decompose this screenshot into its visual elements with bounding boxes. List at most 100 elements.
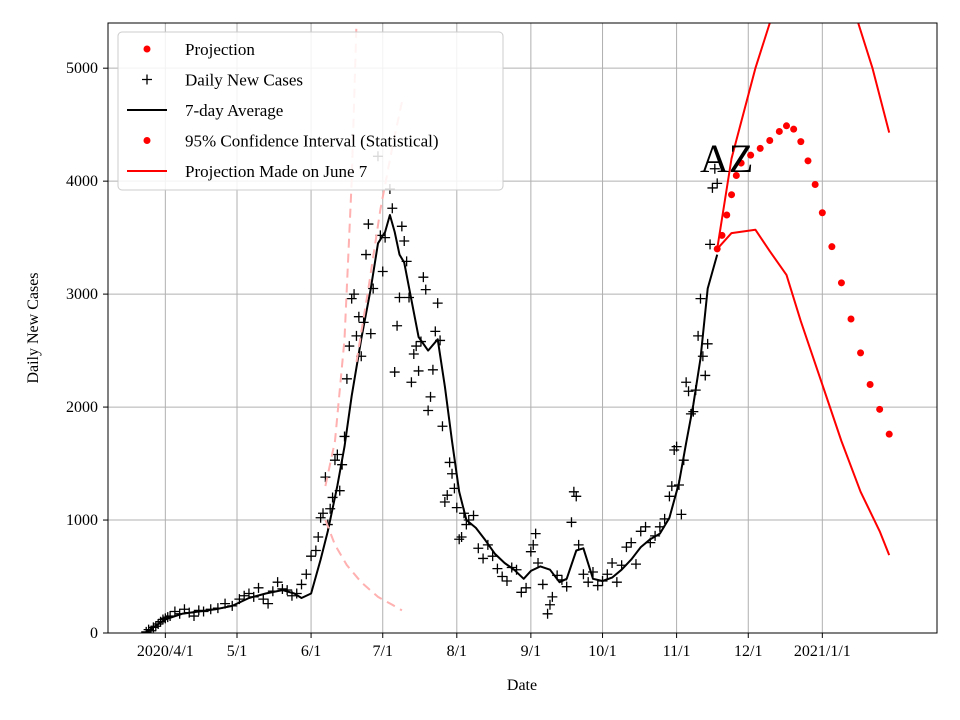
daily-case-point <box>709 163 720 174</box>
daily-case-point <box>712 178 723 189</box>
daily-case-point <box>533 557 544 568</box>
daily-case-point <box>239 590 250 601</box>
daily-case-point <box>530 528 541 539</box>
daily-case-point <box>621 542 632 553</box>
x-tick-label: 7/1 <box>373 643 393 660</box>
daily-case-point <box>432 298 443 309</box>
daily-case-point <box>528 539 539 550</box>
daily-case-point <box>329 455 340 466</box>
series-95-confidence-interval-statistical <box>857 23 891 133</box>
95-confidence-interval-statistical-line <box>716 23 771 250</box>
legend: Projection Daily New Cases 7-day Average 95… <box>117 31 504 191</box>
daily-case-point <box>492 563 503 574</box>
projection-point <box>885 430 893 438</box>
projection-point <box>775 127 783 135</box>
daily-case-point <box>318 508 329 519</box>
legend-item-95-confidence-interval-statistical: 95% Confidence Interval (Statistical) <box>143 132 439 151</box>
projection-point <box>828 243 836 251</box>
daily-case-point <box>296 579 307 590</box>
daily-case-point <box>404 292 415 303</box>
daily-case-point <box>392 320 403 331</box>
projection-point <box>747 151 755 159</box>
daily-case-point <box>408 348 419 359</box>
x-tick-label: 6/1 <box>301 643 321 660</box>
y-tick-label: 3000 <box>66 286 98 303</box>
daily-case-point <box>695 293 706 304</box>
daily-case-point <box>272 577 283 588</box>
projection-made-on-june-7-line <box>324 519 403 612</box>
daily-case-point <box>442 490 453 501</box>
daily-case-point <box>320 472 331 483</box>
legend-label: 95% Confidence Interval (Statistical) <box>185 132 439 151</box>
plot-frame <box>107 22 938 634</box>
x-tick-label: 2020/4/1 <box>137 643 194 660</box>
daily-case-point <box>544 599 555 610</box>
daily-case-point <box>583 577 594 588</box>
projection-point <box>782 122 790 130</box>
x-axis-label: Date <box>507 677 537 694</box>
daily-case-point <box>425 391 436 402</box>
x-tick-label: 11/1 <box>663 643 691 660</box>
daily-case-point <box>630 559 641 570</box>
legend-label: Daily New Cases <box>185 71 303 90</box>
daily-case-point <box>344 341 355 352</box>
x-tick-label: 2021/1/1 <box>794 643 851 660</box>
7-day-average-line <box>145 214 719 633</box>
daily-case-point <box>387 203 398 214</box>
daily-case-point <box>702 338 713 349</box>
projection-point <box>732 172 740 179</box>
daily-case-point <box>389 367 400 378</box>
daily-case-point <box>451 502 462 513</box>
daily-case-point <box>306 551 317 562</box>
series-daily-new-cases <box>141 151 723 633</box>
daily-case-point <box>640 521 651 532</box>
y-tick-label: 4000 <box>66 173 98 190</box>
daily-case-point <box>361 249 372 260</box>
daily-case-point <box>456 531 467 542</box>
legend-item-projection: Projection <box>143 40 255 59</box>
daily-case-point <box>473 543 484 554</box>
series-projection-made-on-june-7 <box>324 519 403 612</box>
daily-case-point <box>705 239 716 250</box>
daily-case-point <box>635 526 646 537</box>
legend-label: Projection <box>185 40 255 59</box>
daily-case-point <box>418 272 429 283</box>
legend-item-7-day-average: 7-day Average <box>127 101 283 120</box>
projection-point <box>756 144 764 152</box>
projection-point <box>866 380 874 388</box>
daily-case-point <box>301 569 312 580</box>
daily-case-point <box>707 182 718 193</box>
daily-case-point <box>573 539 584 550</box>
legend-item-projection-made-on-june-7: Projection Made on June 7 <box>127 162 368 181</box>
legend-box <box>117 31 504 191</box>
daily-case-point <box>423 405 434 416</box>
daily-case-point <box>365 328 376 339</box>
daily-case-point <box>346 293 357 304</box>
x-tick-label: 5/1 <box>227 643 247 660</box>
daily-case-point <box>439 496 450 507</box>
x-tick-label: 9/1 <box>521 643 541 660</box>
projection-point <box>728 191 736 199</box>
projection-point <box>876 405 884 413</box>
daily-case-point <box>351 330 362 341</box>
projection-point <box>857 349 865 357</box>
y-tick-label: 1000 <box>66 512 98 529</box>
legend-label: Projection Made on June 7 <box>185 162 368 181</box>
daily-case-point <box>427 364 438 375</box>
daily-case-point <box>399 236 410 247</box>
daily-case-point <box>664 491 675 502</box>
legend-label: 7-day Average <box>185 101 283 120</box>
daily-case-point <box>497 571 508 582</box>
daily-case-point <box>578 569 589 580</box>
daily-case-point <box>478 553 489 564</box>
daily-case-point <box>537 579 548 590</box>
daily-case-point <box>693 330 704 341</box>
daily-case-point <box>568 486 579 497</box>
series-layer <box>141 23 893 633</box>
series-95-confidence-interval-statistical <box>716 228 891 556</box>
daily-case-point <box>516 587 527 598</box>
daily-case-point <box>676 509 687 520</box>
daily-case-point <box>566 517 577 528</box>
daily-case-point <box>602 569 613 580</box>
